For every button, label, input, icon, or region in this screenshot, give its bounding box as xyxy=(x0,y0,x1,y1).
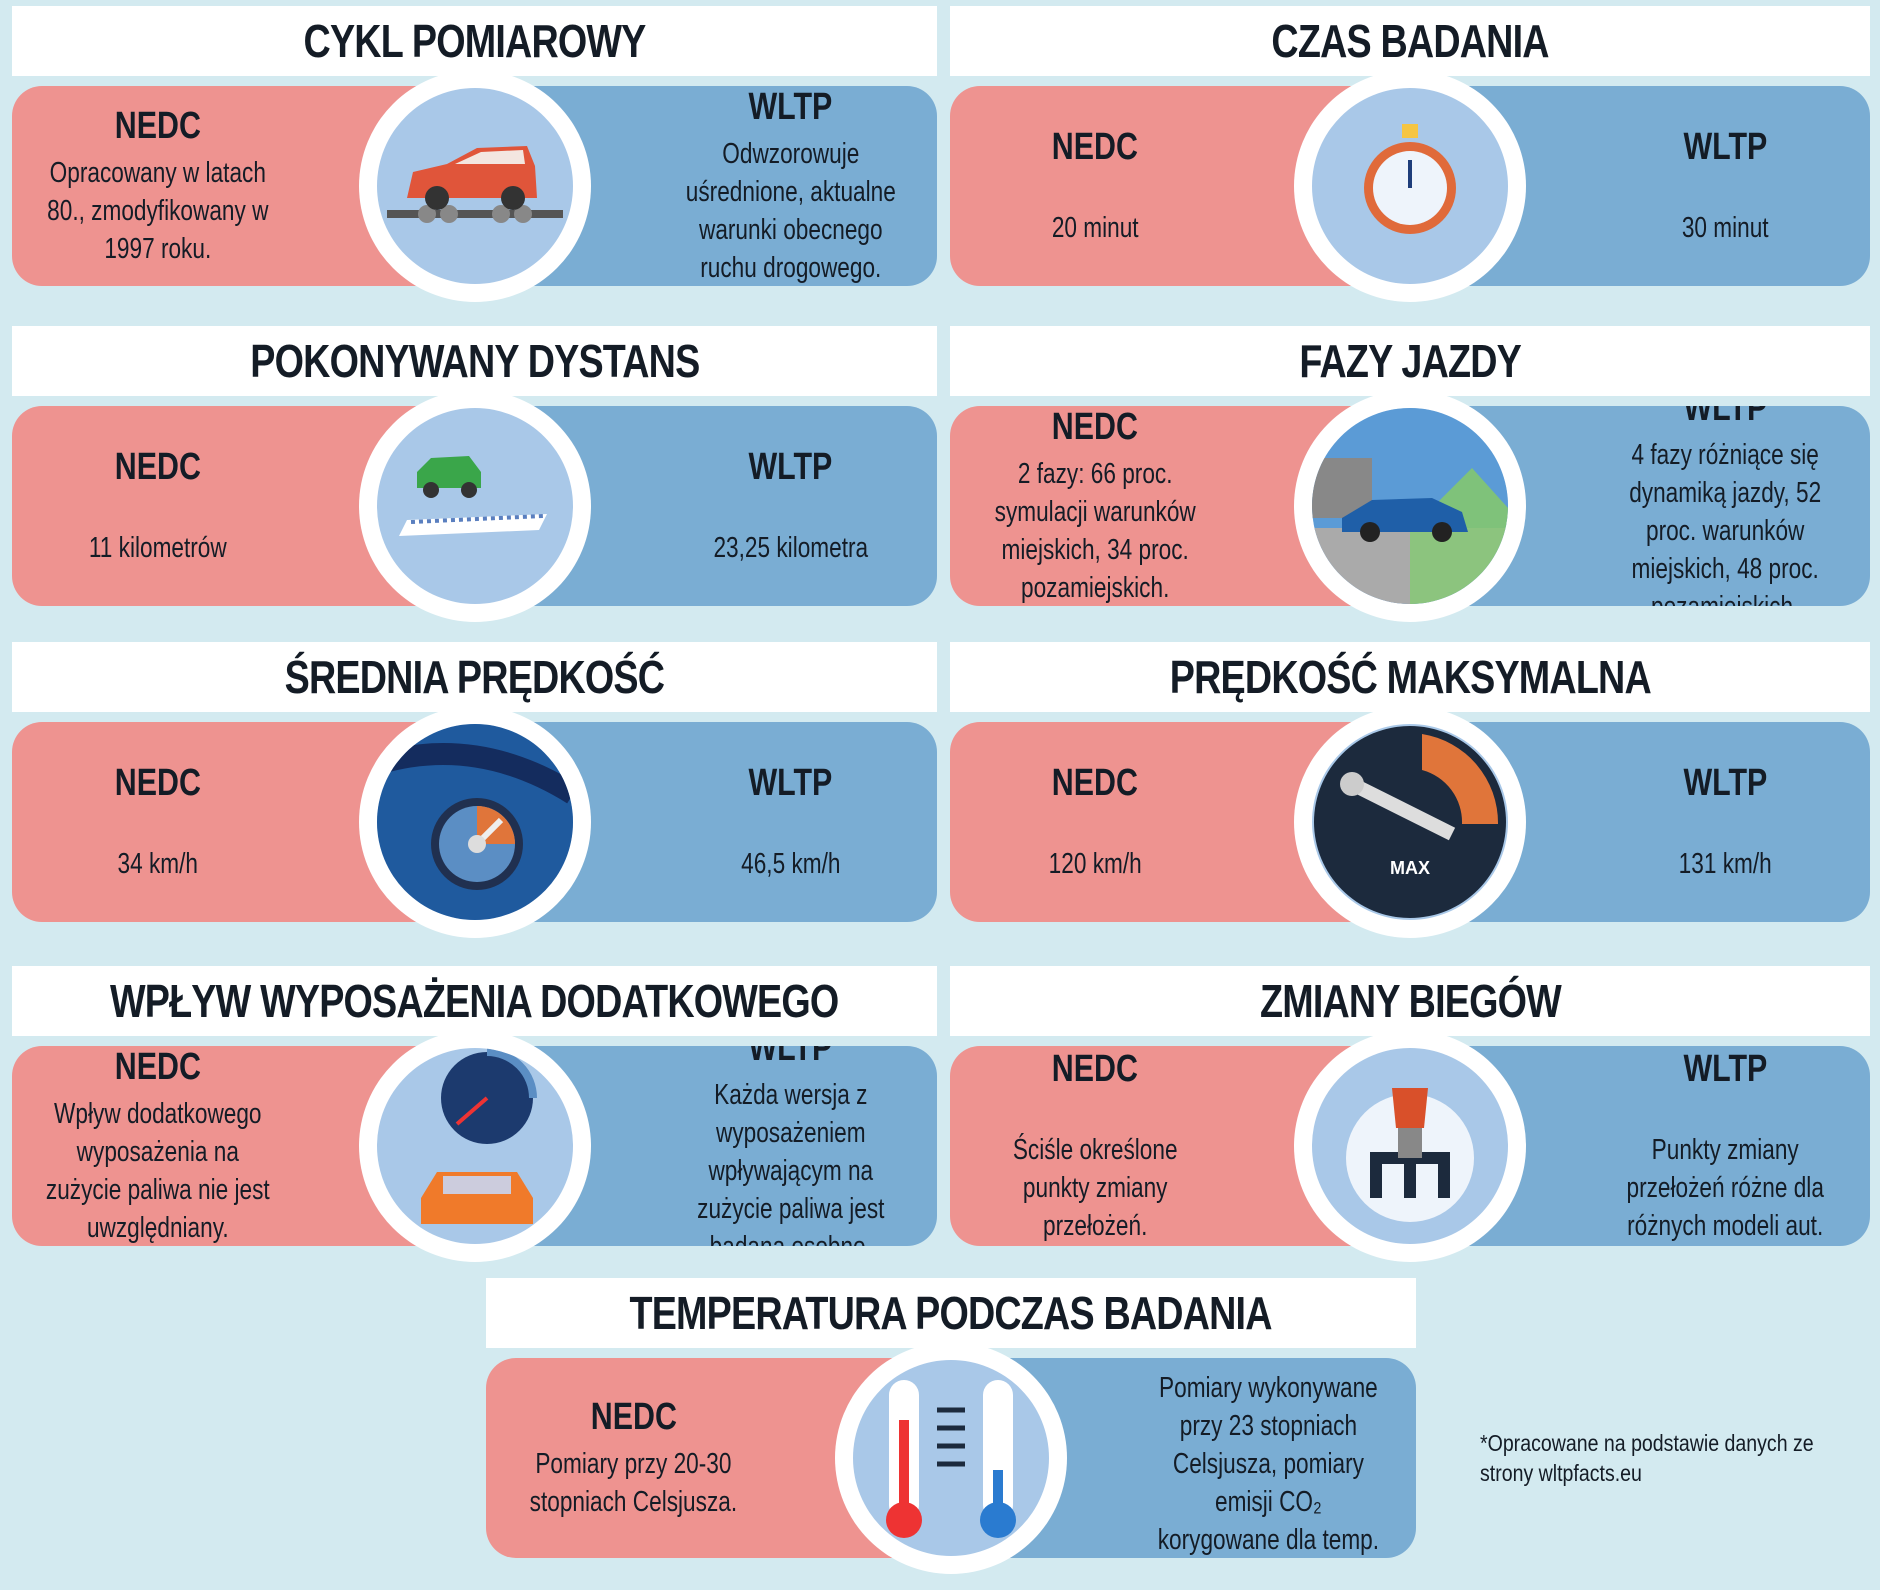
wltp-label: WLTP xyxy=(748,86,833,128)
wltp-text: 46,5 km/h xyxy=(741,847,841,880)
wltp-label: WLTP xyxy=(1683,125,1767,168)
icon-circle xyxy=(358,70,591,302)
section-title: ŚREDNIA PRĘDKOŚĆ xyxy=(12,642,937,712)
stopwatch-icon xyxy=(1312,88,1508,284)
wltp-label: WLTP xyxy=(748,1046,833,1069)
section-title: CYKL POMIAROWY xyxy=(12,6,937,76)
section-title-text: CZAS BADANIA xyxy=(1271,15,1549,67)
section-title-text: PRĘDKOŚĆ MAKSYMALNA xyxy=(1169,651,1651,703)
wltp-label: WLTP xyxy=(748,761,833,804)
icon-circle xyxy=(1294,390,1526,622)
nedc-text: Wpływ dodatkowego wyposażenia na zużycie… xyxy=(46,1097,271,1244)
section-title: PRĘDKOŚĆ MAKSYMALNA xyxy=(950,642,1870,712)
section-title-text: ŚREDNIA PRĘDKOŚĆ xyxy=(284,651,665,703)
icon-circle xyxy=(358,706,591,938)
comparison-section: CYKL POMIAROWY NEDC Opracowany w latach 8… xyxy=(12,6,937,306)
fuel-gauge-car-icon xyxy=(376,1048,573,1244)
section-title: ZMIANY BIEGÓW xyxy=(950,966,1870,1036)
car-on-dyno-icon xyxy=(376,88,573,284)
wltp-label: WLTP xyxy=(1683,761,1767,804)
nedc-text: 20 minut xyxy=(1051,211,1139,244)
section-title-text: WPŁYW WYPOSAŻENIA DODATKOWEGO xyxy=(110,975,839,1027)
wltp-text: 30 minut xyxy=(1681,211,1769,244)
car-distance-icon xyxy=(376,408,573,604)
comparison-section: PRĘDKOŚĆ MAKSYMALNA NEDC 120 km/h WLTP 131… xyxy=(950,642,1870,942)
icon-circle xyxy=(835,1342,1067,1574)
nedc-label: NEDC xyxy=(590,1395,677,1438)
comparison-section: POKONYWANY DYSTANS NEDC 11 kilometrów WLT… xyxy=(12,326,937,626)
section-title: CZAS BADANIA xyxy=(950,6,1870,76)
comparison-section: WPŁYW WYPOSAŻENIA DODATKOWEGO NEDC Wpływ … xyxy=(12,966,937,1266)
nedc-text: 120 km/h xyxy=(1048,847,1142,880)
footnote: *Opracowane na podstawie danych ze stron… xyxy=(1480,1430,1814,1486)
nedc-label: NEDC xyxy=(115,761,202,804)
icon-circle xyxy=(1294,70,1526,302)
section-title: FAZY JAZDY xyxy=(950,326,1870,396)
nedc-label: NEDC xyxy=(1051,761,1139,804)
icon-circle xyxy=(358,390,591,622)
section-title: POKONYWANY DYSTANS xyxy=(12,326,937,396)
nedc-text: 34 km/h xyxy=(118,847,199,880)
wltp-text: Punkty zmiany przełożeń różne dla różnyc… xyxy=(1626,1133,1824,1242)
nedc-label: NEDC xyxy=(115,1046,202,1088)
wltp-text: 23,25 kilometra xyxy=(713,531,869,564)
section-title-text: FAZY JAZDY xyxy=(1299,335,1521,387)
section-title-text: CYKL POMIAROWY xyxy=(303,15,647,67)
nedc-text: Pomiary przy 20-30 stopniach Celsjusza. xyxy=(529,1447,738,1518)
nedc-label: NEDC xyxy=(115,104,202,147)
section-title-text: POKONYWANY DYSTANS xyxy=(249,335,700,387)
nedc-label: NEDC xyxy=(115,445,202,488)
icon-circle xyxy=(358,1030,591,1262)
comparison-section: ŚREDNIA PRĘDKOŚĆ NEDC 34 km/h WLTP 46,5 km… xyxy=(12,642,937,942)
nedc-label: NEDC xyxy=(1051,125,1139,168)
icon-circle: MAX xyxy=(1294,706,1526,938)
nedc-text: Ściśle określone punkty zmiany przełożeń… xyxy=(1012,1133,1178,1242)
nedc-text: 2 fazy: 66 proc. symulacji warunków miej… xyxy=(994,457,1196,604)
speedometer-icon xyxy=(376,724,573,920)
comparison-section: CZAS BADANIA NEDC 20 minut WLTP 30 minut xyxy=(950,6,1870,306)
wltp-label: WLTP xyxy=(1683,406,1767,429)
nedc-label: NEDC xyxy=(1051,406,1139,448)
comparison-section: ZMIANY BIEGÓW NEDC Ściśle określone punkt… xyxy=(950,966,1870,1266)
gear-shifter-icon xyxy=(1312,1048,1508,1244)
wltp-label: WLTP xyxy=(1227,1358,1311,1363)
wltp-label: WLTP xyxy=(748,445,833,488)
comparison-section: TEMPERATURA PODCZAS BADANIA NEDC Pomiary … xyxy=(486,1278,1416,1574)
nedc-text: Opracowany w latach 80., zmodyfikowany w… xyxy=(47,156,269,265)
section-title-text: TEMPERATURA PODCZAS BADANIA xyxy=(629,1287,1273,1339)
thermometers-icon xyxy=(853,1360,1049,1556)
wltp-text: 4 fazy różniące się dynamiką jazdy, 52 p… xyxy=(1629,438,1821,607)
wltp-text: Pomiary wykonywane przy 23 stopniach Cel… xyxy=(1157,1371,1380,1556)
section-title: WPŁYW WYPOSAŻENIA DODATKOWEGO xyxy=(12,966,937,1036)
city-rural-car-icon xyxy=(1312,408,1508,604)
section-title: TEMPERATURA PODCZAS BADANIA xyxy=(486,1278,1416,1348)
nedc-label: NEDC xyxy=(1051,1047,1139,1090)
max-label: MAX xyxy=(1390,858,1430,878)
comparison-section: FAZY JAZDY NEDC 2 fazy: 66 proc. symulacj… xyxy=(950,326,1870,626)
wltp-label: WLTP xyxy=(1683,1047,1767,1090)
section-title-text: ZMIANY BIEGÓW xyxy=(1259,975,1562,1027)
wltp-text: 131 km/h xyxy=(1678,847,1772,880)
wltp-text: Każda wersja z wyposażeniem wpływającym … xyxy=(697,1078,885,1247)
max-speed-gauge-icon: MAX xyxy=(1312,724,1508,920)
icon-circle xyxy=(1294,1030,1526,1262)
nedc-text: 11 kilometrów xyxy=(89,531,228,564)
wltp-text: Odwzorowuje uśrednione, aktualne warunki… xyxy=(685,137,896,284)
